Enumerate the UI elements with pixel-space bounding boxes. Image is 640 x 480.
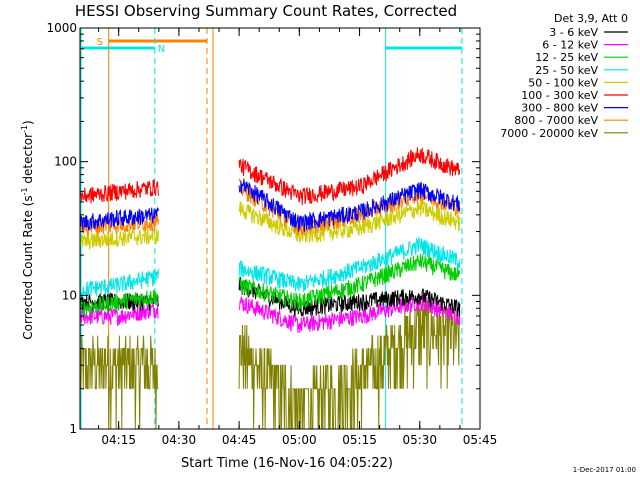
- series-line-3-seg1: [238, 237, 461, 293]
- series-layer: [79, 147, 461, 430]
- y-axis-label-part3: ): [21, 120, 35, 125]
- series-line-5-seg0: [79, 179, 159, 204]
- series-line-0-seg1: [238, 277, 461, 317]
- series-2: [79, 253, 461, 318]
- series-line-1-seg0: [80, 302, 159, 327]
- y-axis-label-part2: detector: [21, 133, 35, 188]
- legend-label-0: 3 - 6 keV: [549, 26, 598, 39]
- x-tick-label-4: 05:15: [342, 433, 377, 447]
- series-6: [79, 178, 461, 233]
- legend-label-7: 800 - 7000 keV: [514, 114, 598, 127]
- y-axis-label-sup1: -1: [20, 187, 29, 195]
- series-line-6-seg0: [79, 207, 159, 231]
- legend-header: Det 3,9, Att 0: [554, 12, 628, 25]
- series-line-8-seg1: [238, 300, 461, 430]
- legend-label-5: 100 - 300 keV: [521, 89, 598, 102]
- footer-timestamp: 1-Dec-2017 01:00: [573, 466, 636, 474]
- legend-label-6: 300 - 800 keV: [521, 102, 598, 115]
- series-8: [79, 300, 461, 430]
- x-axis-label: Start Time (16-Nov-16 04:05:22): [181, 456, 393, 471]
- saa-label: S: [97, 37, 103, 48]
- series-line-5-seg1: [238, 147, 461, 206]
- axes: 1 10 100 1000 04:15 04:30 04:45 05:00 05:15 05:30…: [46, 21, 497, 447]
- x-tick-label-6: 05:45: [463, 433, 498, 447]
- x-tick-label-0: 04:15: [101, 433, 136, 447]
- series-line-3-seg0: [79, 268, 159, 299]
- series-line-8-seg0: [79, 335, 159, 430]
- series-5: [79, 147, 461, 206]
- y-tick-label-2: 100: [54, 155, 77, 169]
- series-line-4-seg1: [238, 200, 461, 243]
- series-line-2-seg0: [79, 289, 159, 318]
- legend-label-1: 6 - 12 keV: [542, 39, 598, 52]
- legend-label-8: 7000 - 20000 keV: [500, 127, 598, 140]
- x-tick-label-3: 05:00: [282, 433, 317, 447]
- plot-frame: [79, 27, 481, 430]
- night-label: N: [158, 44, 165, 55]
- y-tick-label-1: 10: [62, 288, 77, 302]
- legend-label-2: 12 - 25 keV: [535, 51, 598, 64]
- y-tick-label-3: 1000: [46, 21, 77, 35]
- x-tick-label-2: 04:45: [222, 433, 257, 447]
- y-axis-label: Corrected Count Rate (s-1 detector-1): [20, 120, 35, 339]
- y-axis-label-sup2: -1: [20, 125, 29, 133]
- y-axis-label-part1: Corrected Count Rate (s: [21, 195, 35, 339]
- y-tick-label-0: 1: [69, 422, 77, 436]
- legend-label-4: 50 - 100 keV: [528, 76, 598, 89]
- series-line-6-seg1: [238, 178, 461, 233]
- x-tick-label-5: 05:30: [402, 433, 437, 447]
- x-tick-label-1: 04:30: [162, 433, 197, 447]
- chart-title: HESSI Observing Summary Count Rates, Cor…: [75, 2, 457, 20]
- series-3: [79, 237, 461, 299]
- series-line-2-seg1: [238, 253, 461, 313]
- legend-label-3: 25 - 50 keV: [535, 64, 598, 77]
